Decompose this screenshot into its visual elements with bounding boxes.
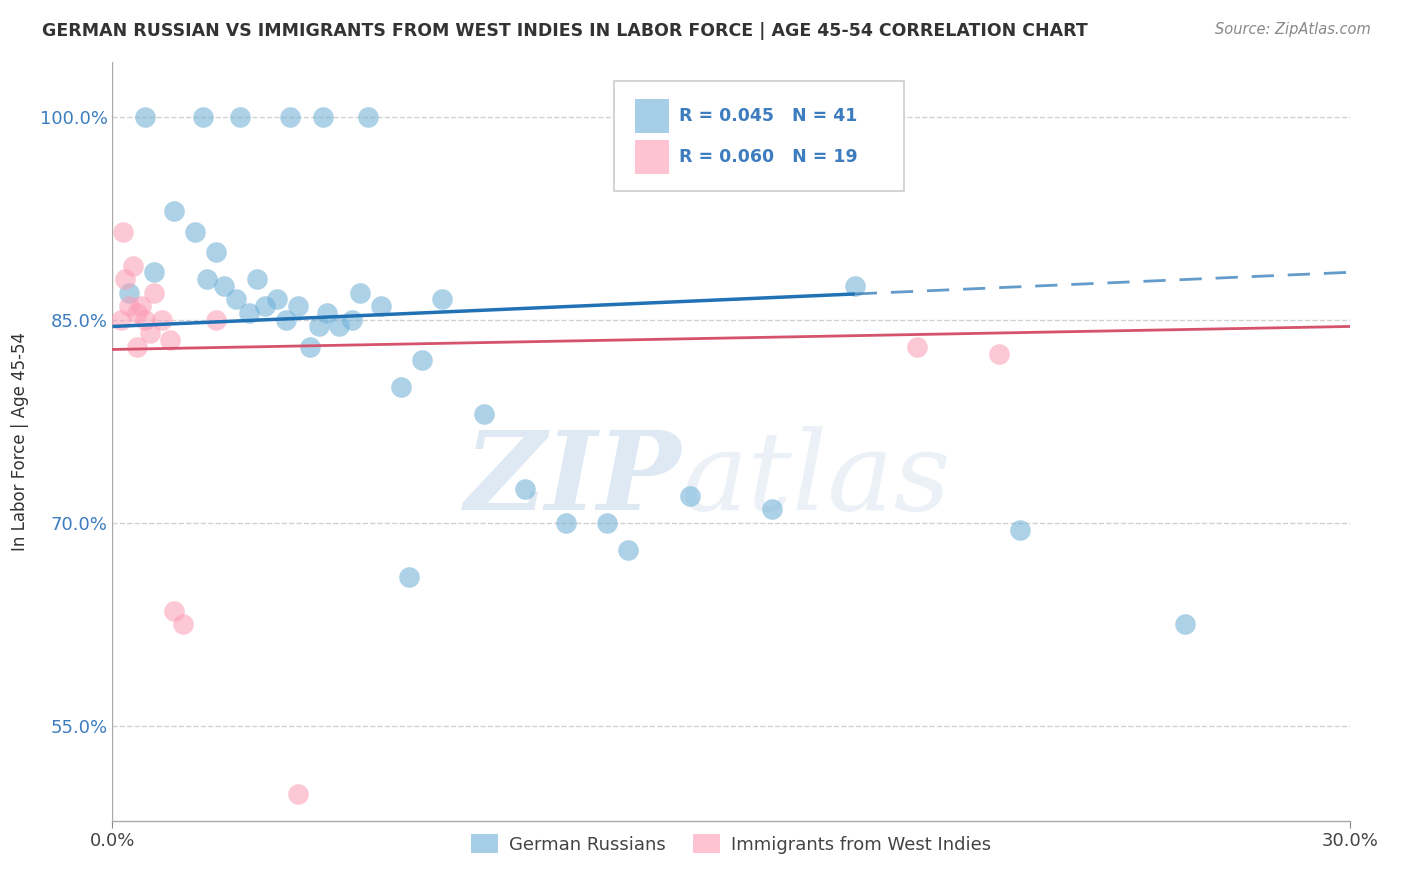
- Point: [308, 319, 330, 334]
- Point: [312, 110, 335, 124]
- Text: Source: ZipAtlas.com: Source: ZipAtlas.com: [1215, 22, 1371, 37]
- Point: [150, 312, 173, 326]
- Point: [142, 265, 165, 279]
- Point: [988, 346, 1011, 360]
- FancyBboxPatch shape: [634, 140, 669, 174]
- Text: ZIP: ZIP: [465, 425, 682, 533]
- Point: [287, 787, 309, 801]
- Point: [225, 293, 247, 307]
- Point: [246, 272, 269, 286]
- Point: [114, 272, 136, 286]
- Point: [127, 306, 149, 320]
- Point: [163, 204, 186, 219]
- Point: [172, 617, 194, 632]
- Point: [254, 299, 277, 313]
- Point: [204, 244, 226, 259]
- Point: [110, 312, 132, 326]
- Point: [432, 293, 454, 307]
- Y-axis label: In Labor Force | Age 45-54: In Labor Force | Age 45-54: [10, 332, 28, 551]
- Point: [274, 312, 297, 326]
- Point: [299, 340, 322, 354]
- Point: [513, 482, 536, 496]
- Point: [555, 516, 578, 530]
- Point: [134, 110, 156, 124]
- Point: [138, 326, 160, 341]
- Point: [163, 604, 186, 618]
- Point: [229, 110, 252, 124]
- Point: [193, 110, 215, 124]
- Point: [111, 225, 134, 239]
- Point: [118, 285, 141, 300]
- Point: [131, 299, 153, 313]
- Point: [195, 272, 218, 286]
- Point: [357, 110, 380, 124]
- FancyBboxPatch shape: [613, 81, 904, 191]
- Point: [127, 340, 149, 354]
- FancyBboxPatch shape: [634, 99, 669, 133]
- Text: atlas: atlas: [682, 425, 952, 533]
- Point: [212, 278, 235, 293]
- Point: [238, 306, 260, 320]
- Point: [184, 225, 207, 239]
- Text: R = 0.060   N = 19: R = 0.060 N = 19: [679, 148, 858, 166]
- Point: [617, 542, 640, 557]
- Point: [679, 489, 702, 503]
- Point: [349, 285, 371, 300]
- Point: [596, 516, 619, 530]
- Point: [340, 312, 363, 326]
- Point: [398, 570, 420, 584]
- Point: [1008, 523, 1031, 537]
- Point: [122, 259, 145, 273]
- Point: [844, 278, 866, 293]
- Text: GERMAN RUSSIAN VS IMMIGRANTS FROM WEST INDIES IN LABOR FORCE | AGE 45-54 CORRELA: GERMAN RUSSIAN VS IMMIGRANTS FROM WEST I…: [42, 22, 1088, 40]
- Point: [204, 312, 226, 326]
- Point: [411, 353, 433, 368]
- Point: [118, 299, 141, 313]
- Legend: German Russians, Immigrants from West Indies: German Russians, Immigrants from West In…: [464, 827, 998, 861]
- Point: [328, 319, 350, 334]
- Point: [316, 306, 339, 320]
- Text: R = 0.045   N = 41: R = 0.045 N = 41: [679, 107, 858, 125]
- Point: [142, 285, 165, 300]
- Point: [472, 408, 495, 422]
- Point: [905, 340, 928, 354]
- Point: [159, 333, 181, 347]
- Point: [287, 299, 309, 313]
- Point: [278, 110, 301, 124]
- Point: [1174, 617, 1197, 632]
- Point: [389, 380, 412, 394]
- Point: [761, 502, 783, 516]
- Point: [266, 293, 288, 307]
- Point: [134, 312, 156, 326]
- Point: [370, 299, 392, 313]
